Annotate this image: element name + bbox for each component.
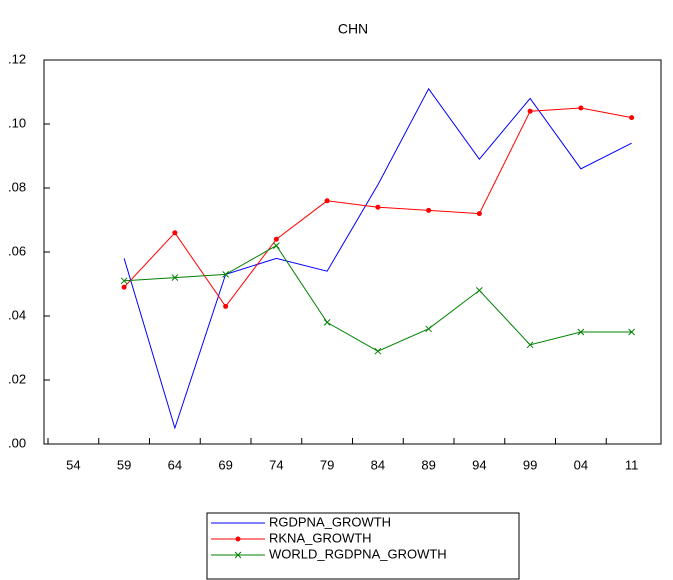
x-tick-label: 64 [168,457,182,472]
legend-label: RGDPNA_GROWTH [269,514,391,529]
legend-marker [234,551,242,559]
point [426,207,432,213]
point [527,108,533,114]
point [425,325,432,333]
y-tick-label: .08 [8,179,26,194]
point [121,284,127,290]
point [223,303,229,309]
point [222,271,229,278]
point [526,341,534,349]
legend-label: WORLD_RGDPNA_GROWTH [269,546,447,561]
point [324,198,330,204]
legend-box [206,512,520,580]
y-tick-label: .02 [8,371,26,386]
x-tick-label: 94 [472,457,486,472]
x-tick-label: 59 [117,457,131,472]
point [577,328,585,336]
point [120,277,128,285]
point [476,211,482,217]
point [323,319,331,326]
y-tick-label: .00 [8,435,26,450]
legend-marker [235,536,241,542]
y-tick-label: .12 [8,51,26,66]
x-tick-label: 69 [218,457,232,472]
point [273,242,280,249]
point [476,287,483,294]
point [375,204,381,210]
y-tick-label: .04 [8,307,26,322]
y-tick-label: .06 [8,243,26,258]
x-tick-label: 84 [371,457,385,472]
point [374,347,382,355]
legend-label: RKNA_GROWTH [269,530,372,545]
x-tick-label: 89 [421,457,435,472]
x-tick-label: 04 [574,457,588,472]
point [172,230,178,236]
x-tick-label: 74 [269,457,283,472]
point [273,236,279,242]
point [628,328,635,336]
point [171,274,179,281]
series-line [123,87,632,430]
point [629,115,635,121]
x-tick-label: 79 [320,457,334,472]
x-tick-label: 99 [523,457,537,472]
x-tick-label: 54 [66,457,80,472]
y-tick-label: .10 [8,115,26,130]
chart-title: CHN [338,21,368,37]
x-tick-label: 11 [625,457,639,472]
point [578,105,584,111]
